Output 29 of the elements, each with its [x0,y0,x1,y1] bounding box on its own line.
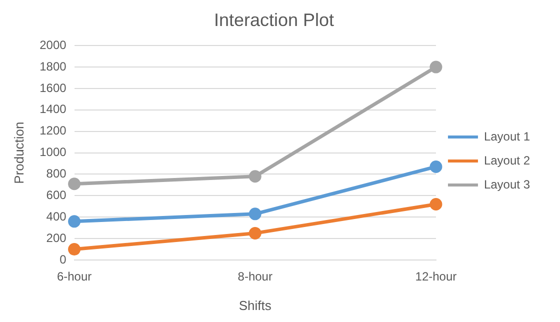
legend-label: Layout 1 [484,129,530,144]
y-tick-label: 0 [60,252,67,266]
point [430,60,442,74]
y-axis-title: Production [11,122,26,184]
legend-label: Layout 2 [484,153,530,168]
point [248,226,262,240]
y-tick-label: 1800 [40,59,67,74]
y-tick-label: 600 [46,188,67,202]
y-tick-label: 1200 [40,124,67,138]
chart-title: Interaction Plot [214,10,334,30]
y-tick-label: 1400 [40,102,67,116]
point [68,178,81,190]
point [430,160,442,173]
x-tick-label: 8-hour [238,270,272,284]
point [430,198,442,211]
legend-label: Layout 3 [484,177,530,192]
point [248,170,262,183]
y-tick-label: 1600 [40,80,67,95]
y-tick-label: 200 [46,230,67,245]
x-tick-label: 12-hour [415,270,457,284]
point [68,215,81,228]
y-tick-label: 400 [46,209,67,224]
y-tick-label: 2000 [40,38,67,52]
y-tick-label: 1000 [40,145,67,160]
point [68,243,81,256]
x-tick-label: 6-hour [56,270,92,284]
y-tick-label: 800 [46,166,67,181]
point [248,208,262,220]
x-axis-title: Shifts [238,298,272,313]
